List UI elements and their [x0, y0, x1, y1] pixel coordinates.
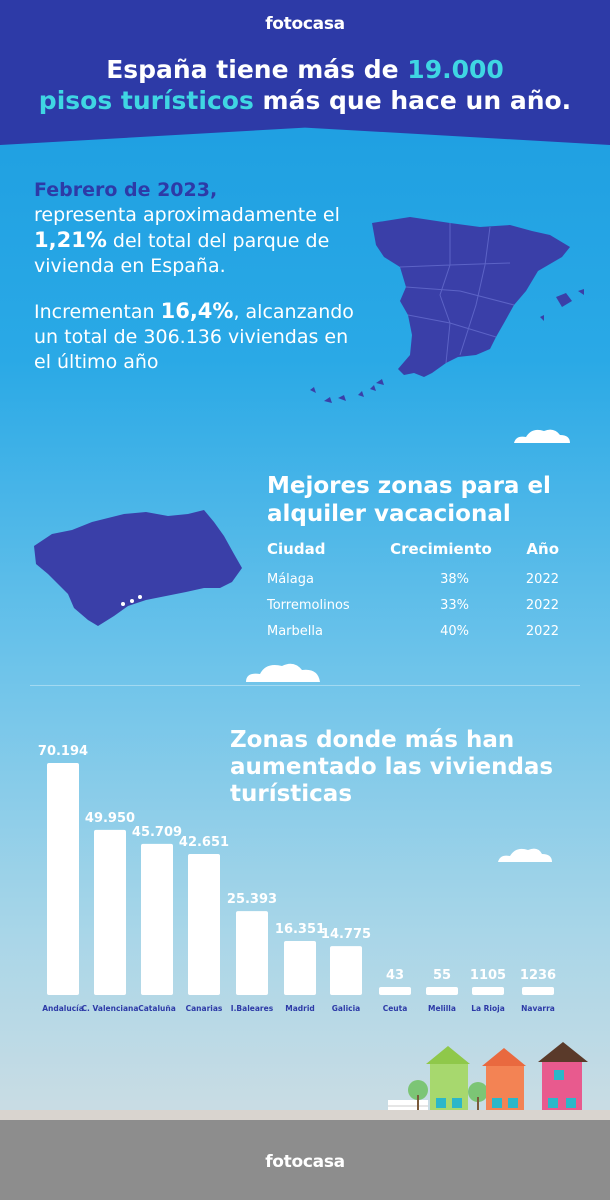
cell-year: 2022 [525, 571, 559, 587]
intro-paragraph-1: Febrero de 2023, representa aproximadame… [34, 178, 364, 279]
header-growth: Crecimiento [390, 540, 492, 558]
bar-category-label: I.Baleares [231, 1004, 274, 1013]
title-highlight-text: pisos turísticos [38, 86, 254, 115]
bar-category-label: C. Valenciana [82, 1004, 139, 1013]
intro-p1-text-a: representa aproximadamente el [34, 204, 340, 226]
cell-city: Torremolinos [267, 597, 350, 613]
bar-value-label: 43 [386, 968, 404, 983]
table-row: Marbella 40% 2022 [267, 618, 567, 644]
brand-logo-top: fotocasa [265, 14, 345, 34]
zones-table: Ciudad Crecimiento Año Málaga 38% 2022 T… [267, 538, 567, 644]
cell-year: 2022 [525, 623, 559, 639]
cell-growth: 38% [440, 571, 469, 587]
bar-value-label: 55 [433, 968, 451, 983]
bar-category-label: Navarra [521, 1004, 555, 1013]
cloud-icon-2 [246, 663, 320, 682]
bar-value-label: 49.950 [85, 811, 135, 826]
bar-category-label: Galicia [332, 1004, 360, 1013]
bar-category-label: Madrid [285, 1004, 315, 1013]
bar-value-label: 1105 [470, 968, 506, 983]
intro-p2-text-b: , alcanzando un total de 306.136 viviend… [34, 301, 354, 373]
bar-canarias [188, 854, 220, 995]
bar-category-label: Ceuta [383, 1004, 408, 1013]
cell-year: 2022 [525, 597, 559, 613]
bars-title: Zonas donde más han aumentado las vivien… [230, 727, 554, 807]
intro-paragraph-2: Incrementan 16,4%, alcanzando un total d… [34, 299, 364, 375]
table-row: Torremolinos 33% 2022 [267, 592, 567, 618]
intro-date: Febrero de 2023, [34, 179, 218, 201]
intro-text: Febrero de 2023, representa aproximadame… [34, 178, 364, 395]
cloud-icon-1 [514, 429, 570, 443]
bar-category-label: Melilla [428, 1004, 456, 1013]
bar-andaluc-a [47, 763, 79, 995]
bar-c-valenciana [94, 829, 126, 995]
header-banner [0, 0, 610, 145]
bar-value-label: 14.775 [321, 927, 371, 942]
bar-category-label: Andalucía [42, 1004, 84, 1013]
intro-p1-text-b: del total del parque de vivienda en Espa… [34, 230, 330, 277]
title-line2: más que hace un año. [253, 86, 572, 115]
bar-value-label: 16.351 [275, 922, 325, 937]
bar-value-label: 45.709 [132, 825, 182, 840]
cell-growth: 40% [440, 623, 469, 639]
bar-la-rioja [472, 987, 504, 995]
header-year: Año [526, 540, 559, 558]
andalucia-map [34, 510, 242, 626]
bar-melilla [426, 987, 458, 995]
bar-galicia [330, 946, 362, 995]
bar-value-label: 1236 [520, 968, 556, 983]
spain-map [310, 217, 584, 403]
intro-p2-text-a: Incrementan [34, 301, 161, 323]
cell-city: Málaga [267, 571, 314, 587]
title-highlight-number: 19.000 [407, 55, 504, 84]
ground-strip [0, 1110, 610, 1120]
brand-logo-bottom: fotocasa [265, 1152, 345, 1172]
houses-illustration [388, 1042, 588, 1120]
bar-navarra [522, 987, 554, 995]
zones-table-header: Ciudad Crecimiento Año [267, 538, 567, 560]
header-city: Ciudad [267, 540, 326, 558]
cell-city: Marbella [267, 623, 323, 639]
bar-value-label: 25.393 [227, 892, 277, 907]
title-line1: España tiene más de [106, 55, 408, 84]
bar-value-label: 70.194 [38, 744, 88, 759]
page-title: España tiene más de 19.000 pisos turísti… [0, 54, 610, 116]
bar-chart: 70.194 Andalucía 49.950 C. Valenciana 45.709… [38, 744, 556, 1013]
bar-i-baleares [236, 911, 268, 995]
cell-growth: 33% [440, 597, 469, 613]
bar-category-label: Cataluña [138, 1004, 176, 1013]
section-divider [30, 685, 580, 686]
bar-ceuta [379, 987, 411, 995]
bar-category-label: Canarias [186, 1004, 223, 1013]
bar-value-label: 42.651 [179, 835, 229, 850]
bar-category-label: La Rioja [471, 1004, 505, 1013]
cloud-icon-3 [498, 848, 552, 862]
footer-bar: fotocasa [0, 1120, 610, 1200]
table-row: Málaga 38% 2022 [267, 566, 567, 592]
bar-catalu-a [141, 843, 173, 995]
zones-title: Mejores zonas para el alquiler vacaciona… [267, 473, 551, 527]
intro-p2-value: 16,4% [160, 299, 234, 323]
bar-madrid [284, 940, 316, 995]
intro-p1-value: 1,21% [34, 228, 107, 252]
